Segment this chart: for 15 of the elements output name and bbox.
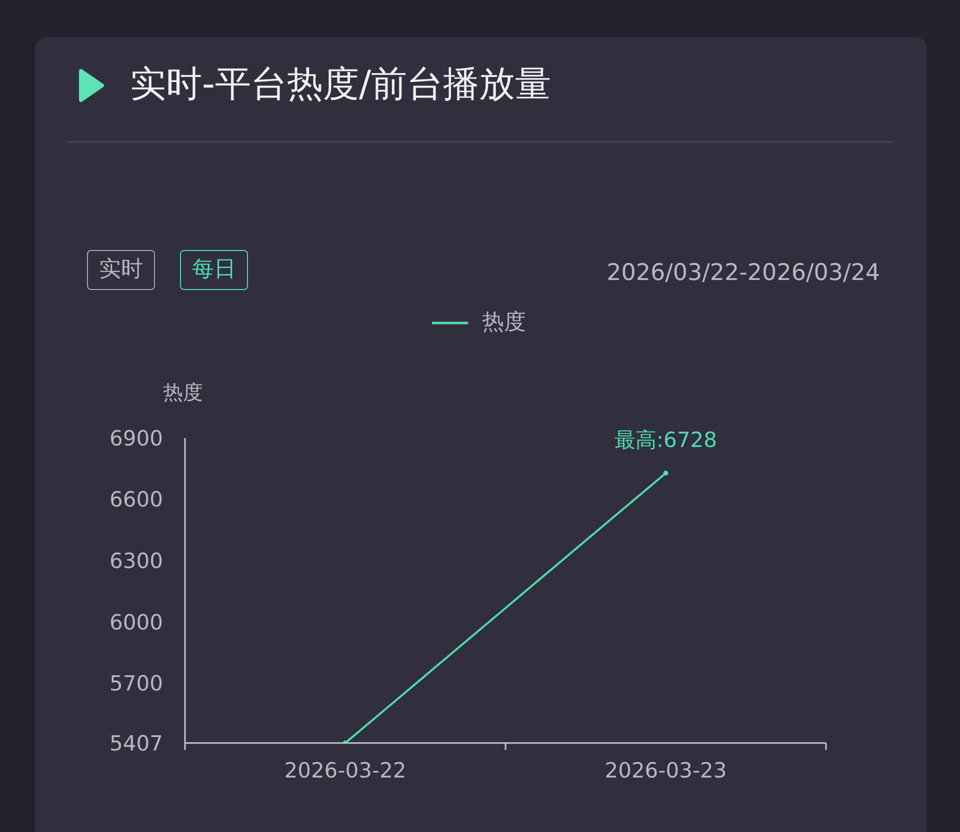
tab-button: 每日 bbox=[180, 250, 248, 290]
y-tick-label: 6600 bbox=[110, 488, 163, 512]
tab-button: 实时 bbox=[87, 250, 155, 290]
y-tick-label: 6900 bbox=[110, 426, 163, 450]
y-tick-label: 5700 bbox=[110, 672, 163, 696]
y-tick-label: 5407 bbox=[110, 731, 163, 756]
y-tick-label: 6000 bbox=[110, 610, 163, 634]
x-tick-label: 2026-03-22 bbox=[284, 758, 406, 783]
y-axis-title: 热度 bbox=[162, 379, 204, 406]
chart-title: 实时-平台热度/前台播放量 bbox=[130, 63, 552, 107]
chart-subtitle: 2026/03/22-2026/03/24 bbox=[606, 259, 880, 288]
annotation: 最高:6728 bbox=[614, 428, 718, 452]
legend-label: 热度 bbox=[482, 309, 526, 337]
y-tick-label: 6300 bbox=[110, 549, 163, 574]
x-tick-label: 2026-03-23 bbox=[604, 758, 727, 783]
